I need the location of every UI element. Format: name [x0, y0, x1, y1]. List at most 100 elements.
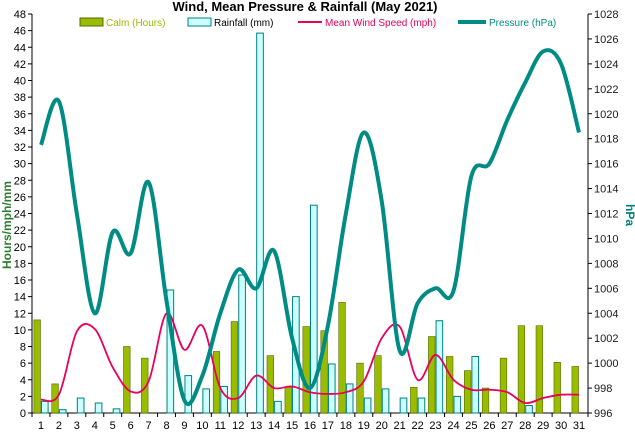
y2-tick-label: 1028	[594, 9, 618, 21]
legend-item-calm: Calm (Hours)	[79, 17, 165, 29]
bar-calm	[338, 302, 346, 414]
legend-label-rainfall: Rainfall (mm)	[214, 18, 273, 29]
x-tick-label: 19	[358, 420, 370, 432]
line-pressure	[39, 48, 581, 406]
bar-rainfall	[256, 32, 264, 414]
y2-tick-label: 1016	[594, 159, 618, 171]
bar-calm	[428, 336, 436, 414]
y-tick-label: 28	[14, 175, 26, 187]
bar-calm	[374, 355, 382, 414]
bar-rainfall	[417, 397, 426, 414]
x-tick-label: 25	[465, 420, 477, 432]
x-tick-label: 5	[110, 420, 116, 432]
y-tick-label: 32	[14, 142, 26, 154]
x-tick-label: 17	[322, 420, 334, 432]
bar-rainfall	[381, 388, 390, 414]
y-tick-label: 42	[14, 59, 26, 71]
y2-tick-label: 996	[594, 408, 612, 420]
y-tick-label: 48	[14, 9, 26, 21]
y-tick-label: 46	[14, 26, 26, 38]
y-tick-label: 8	[20, 342, 26, 354]
legend-label-pressure: Pressure (hPa)	[489, 18, 556, 29]
x-tick-label: 13	[250, 420, 262, 432]
bar-calm	[410, 386, 418, 414]
y2-axis-title: hPa	[623, 204, 635, 226]
x-tick-label: 24	[447, 420, 459, 432]
bar-calm	[446, 356, 454, 414]
x-tick-label: 15	[286, 420, 298, 432]
y-tick-label: 26	[14, 192, 26, 204]
bar-rainfall	[471, 355, 480, 414]
legend-label-calm: Calm (Hours)	[106, 18, 165, 29]
x-tick-label: 29	[537, 420, 549, 432]
x-tick-label: 21	[394, 420, 406, 432]
bar-calm	[571, 366, 579, 414]
y2-tick-label: 1006	[594, 283, 618, 295]
y-tick-label: 36	[14, 109, 26, 121]
plot-area: 0246810121416182022242628303234363840424…	[14, 9, 619, 432]
bar-calm	[123, 346, 131, 414]
x-tick-label: 23	[429, 420, 441, 432]
legend: Calm (Hours) Rainfall (mm) Mean Wind Spe…	[79, 17, 556, 29]
y2-tick-label: 1020	[594, 109, 618, 121]
x-tick-label: 10	[196, 420, 208, 432]
y-tick-label: 12	[14, 308, 26, 320]
y-tick-label: 22	[14, 225, 26, 237]
y2-tick-label: 1012	[594, 209, 618, 221]
y2-tick-label: 1004	[594, 308, 618, 320]
legend-item-rainfall: Rainfall (mm)	[187, 17, 273, 29]
bar-calm	[284, 386, 292, 414]
y2-tick-label: 1010	[594, 233, 618, 245]
y-tick-label: 0	[20, 408, 26, 420]
x-tick-label: 6	[128, 420, 134, 432]
bar-rainfall	[363, 397, 372, 414]
x-tick-label: 20	[376, 420, 388, 432]
y-tick-label: 14	[14, 292, 26, 304]
y2-tick-label: 1014	[594, 184, 618, 196]
x-tick-label: 1	[38, 420, 44, 432]
y2-tick-label: 1000	[594, 358, 618, 370]
bar-rainfall	[345, 383, 354, 414]
y2-tick-label: 1008	[594, 258, 618, 270]
x-tick-label: 27	[501, 420, 513, 432]
y-axis-title: Hours/mph/mm	[0, 181, 14, 269]
bar-calm	[141, 357, 149, 414]
bar-calm	[463, 370, 472, 414]
bar-calm	[266, 355, 274, 414]
bar-rainfall	[112, 408, 121, 414]
bar-rainfall	[58, 409, 67, 414]
bar-rainfall	[327, 363, 336, 414]
x-tick-label: 31	[573, 420, 585, 432]
y-tick-label: 38	[14, 92, 26, 104]
bar-rainfall	[202, 388, 211, 414]
legend-swatch-calm	[79, 17, 104, 27]
y-tick-label: 20	[14, 242, 26, 254]
bar-rainfall	[525, 405, 533, 414]
bar-calm	[499, 357, 508, 414]
y-tick-label: 6	[20, 358, 26, 370]
bar-rainfall	[76, 397, 85, 414]
bar-calm	[230, 321, 239, 414]
bar-calm	[33, 319, 41, 414]
y-tick-label: 30	[14, 159, 26, 171]
bar-rainfall	[238, 274, 246, 414]
x-tick-label: 12	[232, 420, 244, 432]
x-tick-label: 11	[215, 420, 226, 432]
x-tick-label: 9	[181, 420, 187, 432]
x-tick-label: 7	[146, 420, 152, 432]
x-tick-label: 8	[163, 420, 169, 432]
y-tick-label: 4	[20, 375, 26, 387]
bar-calm	[553, 361, 561, 414]
bar-rainfall	[453, 395, 462, 414]
x-tick-label: 14	[268, 420, 280, 432]
bar-calm	[517, 325, 526, 414]
x-tick-label: 26	[483, 420, 495, 432]
bar-rainfall	[310, 204, 318, 414]
bar-calm	[212, 351, 221, 414]
bar-rainfall	[220, 385, 228, 414]
x-tick-label: 18	[340, 420, 352, 432]
y2-tick-label: 1002	[594, 333, 618, 345]
x-tick-label: 2	[56, 420, 62, 432]
bar-rainfall	[399, 397, 408, 414]
